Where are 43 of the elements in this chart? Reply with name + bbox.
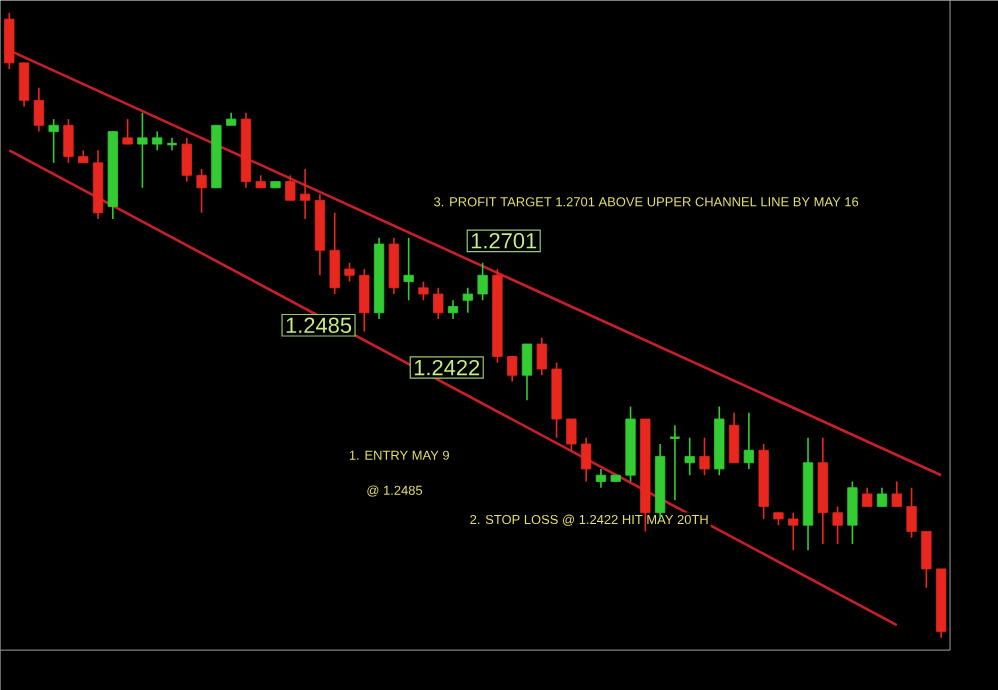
candlestick bbox=[921, 530, 932, 589]
candlestick bbox=[521, 343, 533, 401]
candlestick bbox=[507, 355, 518, 383]
candlestick bbox=[137, 111, 148, 189]
candlestick bbox=[566, 418, 577, 451]
candlestick bbox=[699, 436, 710, 476]
candlestick bbox=[743, 411, 754, 470]
candlestick bbox=[788, 511, 799, 551]
candlestick bbox=[33, 86, 44, 133]
candlestick bbox=[595, 468, 607, 489]
candlestick bbox=[196, 168, 207, 214]
candlestick bbox=[433, 286, 444, 320]
candlestick bbox=[891, 480, 902, 508]
candlestick bbox=[728, 411, 740, 464]
candlestick bbox=[447, 299, 459, 320]
candlestick bbox=[847, 480, 858, 545]
candlestick bbox=[152, 130, 163, 152]
candlestick bbox=[832, 505, 843, 545]
candlestick bbox=[48, 118, 59, 164]
candlestick bbox=[462, 286, 473, 314]
candlestick bbox=[18, 62, 30, 108]
candlestick bbox=[876, 486, 888, 508]
candlestick bbox=[63, 118, 74, 164]
candlestick bbox=[684, 436, 695, 476]
candlestick bbox=[122, 118, 133, 145]
candlestick bbox=[285, 174, 296, 202]
candlestick bbox=[862, 486, 873, 508]
candlestick bbox=[388, 236, 399, 295]
candlestick bbox=[4, 12, 15, 70]
candlestick bbox=[344, 261, 355, 283]
candlestick bbox=[418, 280, 429, 302]
candlestick bbox=[906, 486, 917, 539]
candlestick bbox=[299, 168, 311, 220]
candlestick bbox=[403, 236, 414, 302]
annotation: 1.2701 bbox=[471, 233, 537, 249]
candlestick bbox=[536, 336, 547, 376]
candlestick bbox=[329, 211, 340, 295]
annotation: 1.2485 bbox=[286, 317, 352, 333]
candlestick bbox=[477, 261, 488, 302]
annotation: 1.2422 bbox=[414, 359, 480, 376]
candlestick bbox=[181, 136, 192, 183]
candlestick bbox=[359, 268, 370, 333]
candlestick bbox=[581, 436, 592, 483]
